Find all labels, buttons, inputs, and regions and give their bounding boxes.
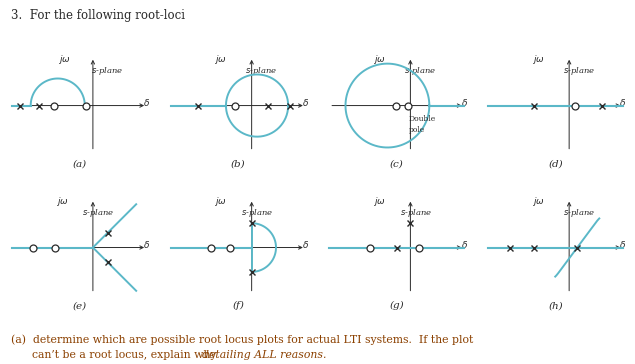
Text: $\delta$: $\delta$ (460, 238, 467, 249)
Text: $\delta$: $\delta$ (143, 96, 150, 107)
Text: $j\omega$: $j\omega$ (214, 53, 227, 66)
Text: (d): (d) (548, 159, 563, 168)
Text: $j\omega$: $j\omega$ (58, 53, 71, 66)
Text: $\delta$: $\delta$ (619, 238, 626, 249)
Text: can’t be a root locus, explain why: can’t be a root locus, explain why (11, 350, 220, 360)
Text: (f): (f) (232, 301, 244, 310)
Text: $s$-plane: $s$-plane (245, 65, 277, 77)
Text: (g): (g) (389, 301, 404, 310)
Text: $\delta$: $\delta$ (143, 238, 150, 249)
Text: Double: Double (408, 115, 436, 123)
Text: (e): (e) (72, 301, 86, 310)
Text: $j\omega$: $j\omega$ (531, 195, 544, 208)
Text: $j\omega$: $j\omega$ (214, 195, 227, 208)
Text: $j\omega$: $j\omega$ (373, 53, 385, 66)
Text: $s$-plane: $s$-plane (91, 65, 123, 77)
Text: $s$-plane: $s$-plane (400, 207, 432, 219)
Text: $\delta$: $\delta$ (460, 96, 467, 107)
Text: pole: pole (408, 126, 425, 134)
Text: $s$-plane: $s$-plane (83, 207, 114, 219)
Text: $\delta$: $\delta$ (302, 238, 309, 249)
Text: 3.  For the following root-loci: 3. For the following root-loci (11, 9, 185, 22)
Text: $j\omega$: $j\omega$ (373, 195, 385, 208)
Text: $j\omega$: $j\omega$ (531, 53, 544, 66)
Text: $\delta$: $\delta$ (302, 96, 309, 107)
Text: $s$-plane: $s$-plane (241, 207, 273, 219)
Text: (b): (b) (231, 159, 246, 168)
Text: (h): (h) (548, 301, 563, 310)
Text: $s$-plane: $s$-plane (563, 65, 595, 77)
Text: detailing ALL reasons.: detailing ALL reasons. (202, 350, 326, 360)
Text: (c): (c) (390, 159, 404, 168)
Text: $s$-plane: $s$-plane (404, 65, 436, 77)
Text: $j\omega$: $j\omega$ (55, 195, 68, 208)
Text: (a): (a) (72, 159, 86, 168)
Text: $\delta$: $\delta$ (619, 96, 626, 107)
Text: $s$-plane: $s$-plane (563, 207, 595, 219)
Text: (a)  determine which are possible root locus plots for actual LTI systems.  If t: (a) determine which are possible root lo… (11, 334, 474, 345)
